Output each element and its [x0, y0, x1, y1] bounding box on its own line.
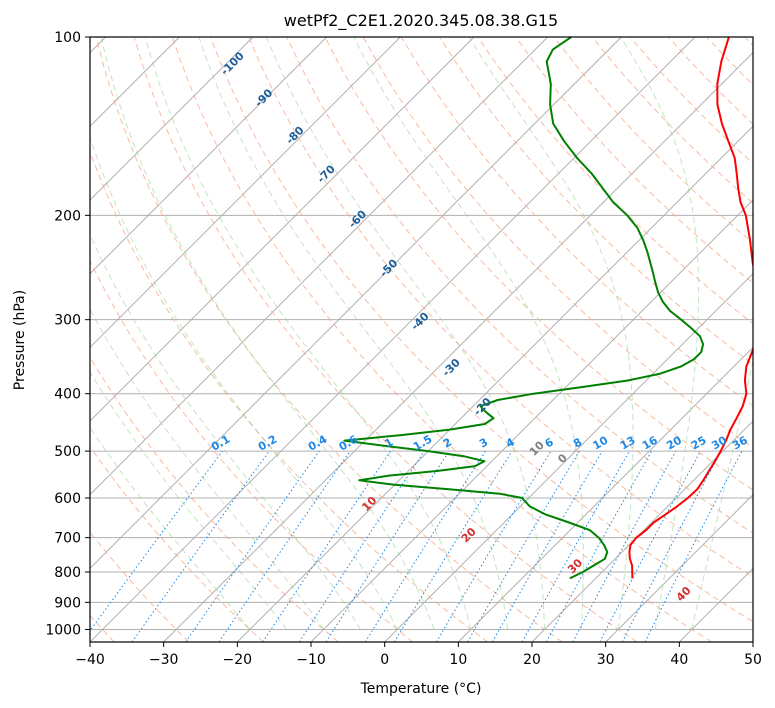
x-tick-label: 10: [449, 652, 467, 668]
isotherm-gridline: [458, 346, 753, 642]
moist-adiabat-line: [90, 308, 324, 630]
mixing-ratio-line: [131, 450, 270, 642]
y-tick-label: 100: [54, 30, 81, 46]
dry-adiabat-line: [95, 37, 563, 642]
moist-adiabat-line: [90, 233, 361, 630]
isotherm-gridline: [90, 37, 696, 642]
mixing-ratio-line: [545, 450, 653, 642]
x-tick-label: −40: [75, 652, 105, 668]
isotherm-gridline: [90, 37, 254, 201]
moist-adiabat-line: [144, 37, 472, 630]
x-axis-label: Temperature (°C): [360, 681, 482, 697]
dry-adiabat-line: [515, 37, 753, 284]
dry-adiabat-line: [90, 445, 264, 642]
x-tick-label: 20: [523, 652, 541, 668]
isotherm-gridline: [90, 37, 622, 569]
x-tick-label: −30: [149, 652, 179, 668]
y-axis: 100 200 300 400 500 600 700 800 900 1000: [45, 30, 90, 638]
moist-adiabat-line: [100, 37, 435, 630]
y-tick-label: 900: [54, 595, 81, 611]
y-tick-label: 600: [54, 491, 81, 507]
y-tick-label: 300: [54, 313, 81, 329]
thermo-background-lines: [90, 37, 753, 642]
y-tick-label: 500: [54, 444, 81, 460]
mixing-ratio-line: [298, 450, 425, 642]
plot-frame: [89, 36, 754, 643]
chart-title: wetPf2_C2E1.2020.345.08.38.G15: [284, 11, 558, 31]
moist-adiabat-line: [90, 135, 398, 630]
dry-adiabat-line: [248, 37, 753, 578]
isotherm-gridline: [163, 52, 753, 642]
dry-adiabat-line: [324, 37, 753, 491]
y-tick-label: 700: [54, 531, 81, 547]
mixing-ratio-line: [185, 450, 320, 642]
y-tick-label: 800: [54, 565, 81, 581]
y-tick-label: 1000: [45, 622, 81, 638]
isotherm-gridline: [90, 37, 401, 348]
moist-adiabat-line: [691, 358, 753, 630]
moist-adiabat-line: [620, 37, 700, 630]
dewpoint-profile-line: [343, 37, 705, 580]
dry-adiabat-line: [133, 37, 638, 642]
moist-adiabat-line: [90, 370, 288, 630]
moist-adiabat-line: [90, 426, 251, 630]
mixing-ratio-line: [521, 450, 630, 642]
isotherm-gridline: [605, 494, 753, 642]
isotherm-gridline: [384, 273, 753, 642]
mixing-ratio-line: [218, 450, 351, 642]
x-tick-label: 0: [380, 652, 389, 668]
y-tick-label: 200: [54, 208, 81, 224]
dry-adiabat-line: [90, 259, 414, 642]
moist-adiabat-line: [266, 37, 546, 630]
x-tick-label: −10: [296, 652, 326, 668]
mixing-ratio-line: [572, 450, 677, 642]
mixing-ratio-line: [644, 450, 743, 642]
dry-adiabat-line: [210, 37, 753, 623]
series-layer: [343, 37, 753, 580]
mixing-ratio-line: [262, 450, 392, 642]
x-tick-label: 30: [597, 652, 615, 668]
temperature-profile-line: [628, 37, 753, 579]
dry-adiabat-line: [171, 37, 712, 642]
mixing-ratio-line: [393, 450, 513, 642]
moist-adiabat-line: [198, 37, 509, 630]
y-tick-label: 400: [54, 387, 81, 403]
y-axis-label: Pressure (hPa): [12, 290, 28, 390]
isotherm-gridline: [90, 37, 327, 275]
dry-adiabat-line: [90, 356, 339, 642]
x-tick-label: 50: [744, 652, 762, 668]
isotherm-gridline: [90, 37, 548, 496]
dry-adiabat-line: [286, 37, 753, 534]
x-tick-label: −20: [223, 652, 253, 668]
moist-adiabat-line: [468, 37, 634, 630]
plot-area: 0.1 0.2 0.4 0.6 1 1.5 2 3 4 6 8 10 13 16 20 25 30 3610203…: [90, 37, 753, 642]
isotherm-gridline: [237, 125, 753, 642]
mixing-ratio-line: [325, 450, 450, 642]
x-tick-label: 40: [670, 652, 688, 668]
mixing-ratio-line: [90, 450, 223, 632]
x-axis: −40 −30 −20 −10 0 10 20 30 40 50: [75, 642, 762, 668]
isotherm-gridline: [90, 37, 475, 422]
moist-adiabat-line: [353, 37, 584, 630]
